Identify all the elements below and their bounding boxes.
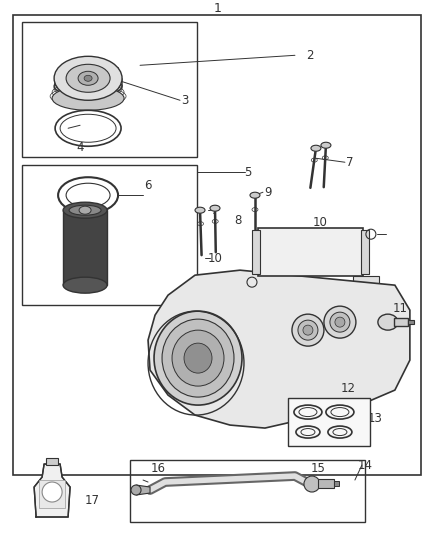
Text: 4: 4 <box>76 141 84 154</box>
Ellipse shape <box>131 485 141 495</box>
Polygon shape <box>136 485 150 495</box>
Text: 9: 9 <box>264 185 272 199</box>
Bar <box>252 230 260 274</box>
Text: 5: 5 <box>244 166 252 179</box>
Ellipse shape <box>42 482 62 502</box>
Polygon shape <box>353 276 379 288</box>
Text: 13: 13 <box>367 411 382 425</box>
Ellipse shape <box>66 64 110 92</box>
Bar <box>258 228 363 276</box>
Text: 1: 1 <box>214 2 222 15</box>
Text: 7: 7 <box>211 204 219 217</box>
Ellipse shape <box>324 306 356 338</box>
Text: 14: 14 <box>357 458 372 472</box>
Polygon shape <box>244 276 276 288</box>
Ellipse shape <box>78 71 98 85</box>
Bar <box>130 460 365 522</box>
Ellipse shape <box>250 192 260 198</box>
Bar <box>408 320 414 324</box>
Ellipse shape <box>54 56 122 100</box>
Text: 17: 17 <box>85 494 99 506</box>
Ellipse shape <box>79 206 91 214</box>
Ellipse shape <box>195 207 205 213</box>
Ellipse shape <box>321 142 331 148</box>
Bar <box>63 210 107 285</box>
Ellipse shape <box>292 314 324 346</box>
Text: 16: 16 <box>151 462 166 474</box>
Bar <box>39 480 65 508</box>
Text: 6: 6 <box>144 179 152 192</box>
Text: 8: 8 <box>234 214 242 227</box>
Ellipse shape <box>54 76 122 96</box>
Bar <box>361 230 369 274</box>
Text: 7: 7 <box>346 156 353 169</box>
Text: 15: 15 <box>311 462 325 474</box>
Ellipse shape <box>304 476 320 492</box>
Polygon shape <box>148 270 410 428</box>
Ellipse shape <box>210 205 220 211</box>
Ellipse shape <box>303 325 313 335</box>
Ellipse shape <box>69 205 101 215</box>
Bar <box>13 15 421 475</box>
Bar <box>288 398 370 446</box>
Text: 3: 3 <box>181 94 189 107</box>
Ellipse shape <box>311 146 321 151</box>
Ellipse shape <box>52 86 124 110</box>
Ellipse shape <box>335 317 345 327</box>
Bar <box>394 318 408 326</box>
Ellipse shape <box>63 277 107 293</box>
Bar <box>46 458 58 465</box>
Ellipse shape <box>184 343 212 373</box>
Text: 2: 2 <box>306 49 314 62</box>
Text: 12: 12 <box>340 382 355 394</box>
Text: 10: 10 <box>312 216 327 229</box>
Text: 11: 11 <box>392 302 407 314</box>
Ellipse shape <box>63 202 107 218</box>
Ellipse shape <box>298 320 318 340</box>
Ellipse shape <box>162 319 234 397</box>
Bar <box>22 22 197 157</box>
Ellipse shape <box>154 311 242 405</box>
Bar <box>318 479 334 488</box>
Polygon shape <box>34 464 70 517</box>
Ellipse shape <box>84 75 92 82</box>
Bar <box>334 481 339 486</box>
Ellipse shape <box>378 314 398 330</box>
Ellipse shape <box>330 312 350 332</box>
Ellipse shape <box>172 330 224 386</box>
Bar <box>22 165 197 305</box>
Text: 10: 10 <box>208 252 223 265</box>
